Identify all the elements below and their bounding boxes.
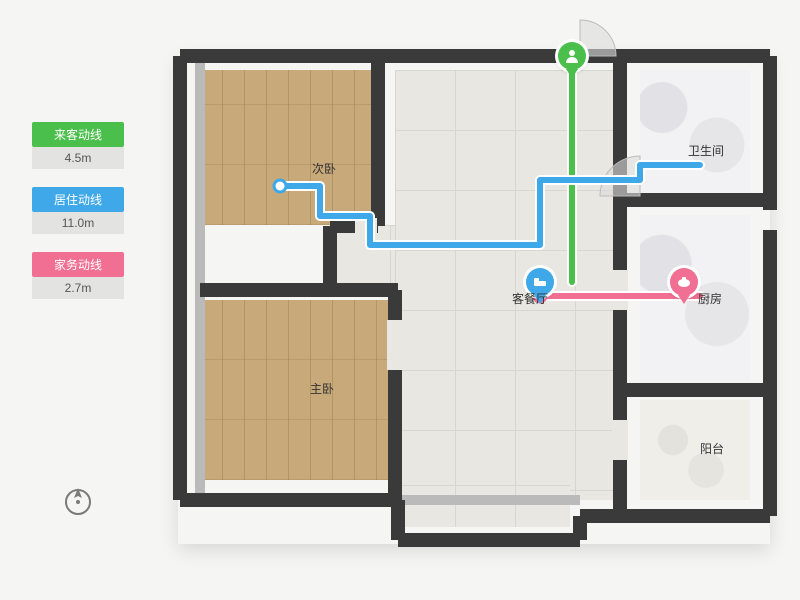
room-kitchen — [640, 215, 750, 380]
wall-segment — [195, 56, 205, 500]
wall-segment — [398, 533, 580, 547]
wall-segment — [200, 283, 398, 297]
room-label-bath: 卫生间 — [688, 142, 724, 159]
wall-segment — [620, 193, 770, 207]
wall-segment — [323, 226, 337, 290]
marker-guest-icon — [558, 42, 586, 70]
door-gap — [355, 218, 377, 234]
room-label-living: 客餐厅 — [512, 290, 548, 307]
door-gap — [612, 420, 628, 460]
wall-segment — [371, 56, 385, 226]
wall-segment — [580, 509, 770, 523]
wall-segment — [173, 56, 187, 500]
room-label-balcony: 阳台 — [700, 440, 724, 457]
floorplan-canvas: 来客动线 4.5m 居住动线 11.0m 家务动线 2.7m 次卧主卧客餐厅卫生… — [0, 0, 800, 600]
floorplan: 次卧主卧 客餐厅 卫生间厨房阳台 — [0, 0, 800, 600]
door-gap — [387, 320, 403, 370]
room-entry — [395, 485, 570, 527]
room-balcony — [640, 400, 750, 500]
marker-chore-icon — [670, 268, 698, 296]
room-bedroom1 — [200, 300, 390, 480]
wall-segment — [620, 383, 770, 397]
wall-segment — [180, 49, 770, 63]
wall-segment — [763, 56, 777, 210]
room-label-bedroom1: 主卧 — [310, 380, 334, 397]
door-gap — [612, 270, 628, 310]
wall-segment — [180, 493, 398, 507]
wall-segment — [763, 230, 777, 516]
room-bedroom2 — [200, 70, 375, 225]
wall-segment — [395, 495, 580, 505]
room-label-bedroom2: 次卧 — [312, 160, 336, 177]
room-living — [395, 70, 620, 500]
room-bath — [640, 70, 750, 195]
room-label-kitchen: 厨房 — [698, 290, 722, 307]
